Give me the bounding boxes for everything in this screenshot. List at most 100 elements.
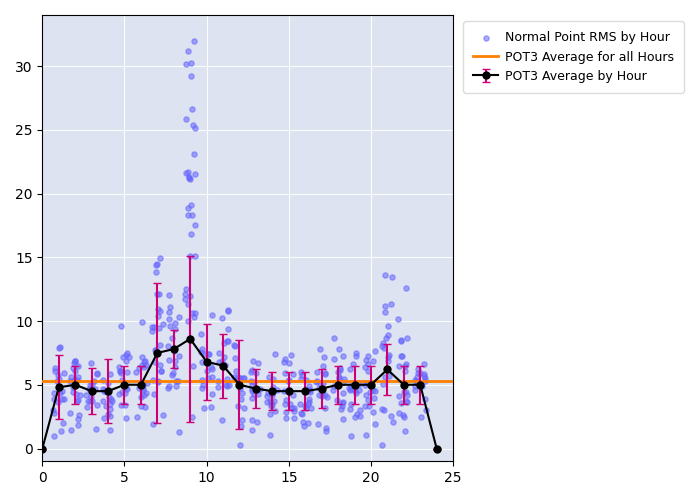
Normal Point RMS by Hour <box>70 357 81 365</box>
Normal Point RMS by Hour <box>352 410 363 418</box>
Normal Point RMS by Hour <box>164 356 175 364</box>
Normal Point RMS by Hour <box>419 360 430 368</box>
Normal Point RMS by Hour <box>337 400 348 407</box>
Normal Point RMS by Hour <box>120 400 131 408</box>
Normal Point RMS by Hour <box>281 396 292 404</box>
Normal Point RMS by Hour <box>363 352 374 360</box>
Normal Point RMS by Hour <box>247 357 258 365</box>
Normal Point RMS by Hour <box>91 370 102 378</box>
Normal Point RMS by Hour <box>354 380 365 388</box>
Normal Point RMS by Hour <box>187 413 198 421</box>
Normal Point RMS by Hour <box>170 318 181 326</box>
Normal Point RMS by Hour <box>412 365 423 373</box>
Normal Point RMS by Hour <box>233 373 244 381</box>
Normal Point RMS by Hour <box>328 355 339 363</box>
Normal Point RMS by Hour <box>319 391 330 399</box>
Normal Point RMS by Hour <box>266 392 277 400</box>
Normal Point RMS by Hour <box>304 394 315 402</box>
Normal Point RMS by Hour <box>384 372 395 380</box>
Normal Point RMS by Hour <box>281 408 292 416</box>
Normal Point RMS by Hour <box>97 397 108 405</box>
Normal Point RMS by Hour <box>58 370 69 378</box>
Normal Point RMS by Hour <box>398 413 409 421</box>
Normal Point RMS by Hour <box>284 359 295 367</box>
Normal Point RMS by Hour <box>185 292 196 300</box>
Normal Point RMS by Hour <box>113 390 125 398</box>
Normal Point RMS by Hour <box>386 273 398 281</box>
Normal Point RMS by Hour <box>248 378 260 386</box>
Normal Point RMS by Hour <box>302 386 314 394</box>
Normal Point RMS by Hour <box>317 389 328 397</box>
Normal Point RMS by Hour <box>378 406 389 414</box>
Normal Point RMS by Hour <box>295 409 307 417</box>
Normal Point RMS by Hour <box>202 358 213 366</box>
Normal Point RMS by Hour <box>104 412 116 420</box>
Normal Point RMS by Hour <box>393 315 404 323</box>
Normal Point RMS by Hour <box>133 364 144 372</box>
Normal Point RMS by Hour <box>82 402 93 410</box>
Normal Point RMS by Hour <box>312 368 323 376</box>
Normal Point RMS by Hour <box>92 400 103 408</box>
Normal Point RMS by Hour <box>311 378 322 386</box>
Normal Point RMS by Hour <box>73 362 84 370</box>
Normal Point RMS by Hour <box>189 309 200 317</box>
Normal Point RMS by Hour <box>105 394 116 402</box>
Normal Point RMS by Hour <box>121 384 132 392</box>
Normal Point RMS by Hour <box>370 348 381 356</box>
Normal Point RMS by Hour <box>410 376 421 384</box>
Normal Point RMS by Hour <box>284 400 295 407</box>
Normal Point RMS by Hour <box>335 366 346 374</box>
Normal Point RMS by Hour <box>246 416 258 424</box>
Normal Point RMS by Hour <box>314 380 326 388</box>
Normal Point RMS by Hour <box>236 416 247 424</box>
Normal Point RMS by Hour <box>48 432 60 440</box>
Normal Point RMS by Hour <box>57 387 68 395</box>
Normal Point RMS by Hour <box>364 388 375 396</box>
Normal Point RMS by Hour <box>396 352 407 360</box>
Normal Point RMS by Hour <box>313 384 324 392</box>
Normal Point RMS by Hour <box>370 420 381 428</box>
Normal Point RMS by Hour <box>221 375 232 383</box>
Normal Point RMS by Hour <box>321 427 332 435</box>
Normal Point RMS by Hour <box>114 366 125 374</box>
Normal Point RMS by Hour <box>148 376 159 384</box>
Normal Point RMS by Hour <box>266 389 277 397</box>
Normal Point RMS by Hour <box>146 327 158 335</box>
Normal Point RMS by Hour <box>354 386 365 394</box>
Normal Point RMS by Hour <box>174 428 185 436</box>
Normal Point RMS by Hour <box>395 399 407 407</box>
Normal Point RMS by Hour <box>300 402 311 409</box>
Normal Point RMS by Hour <box>204 350 215 358</box>
Normal Point RMS by Hour <box>414 369 426 377</box>
Normal Point RMS by Hour <box>114 366 125 374</box>
Normal Point RMS by Hour <box>235 422 246 430</box>
Normal Point RMS by Hour <box>83 386 94 394</box>
Normal Point RMS by Hour <box>138 386 149 394</box>
Normal Point RMS by Hour <box>401 391 412 399</box>
Normal Point RMS by Hour <box>146 322 158 330</box>
Normal Point RMS by Hour <box>212 383 223 391</box>
Normal Point RMS by Hour <box>360 402 371 410</box>
Normal Point RMS by Hour <box>139 357 150 365</box>
Normal Point RMS by Hour <box>393 409 404 417</box>
Normal Point RMS by Hour <box>316 392 328 400</box>
Normal Point RMS by Hour <box>230 367 241 375</box>
Normal Point RMS by Hour <box>214 349 225 357</box>
Normal Point RMS by Hour <box>122 386 133 394</box>
Normal Point RMS by Hour <box>86 380 97 388</box>
Normal Point RMS by Hour <box>288 407 300 415</box>
Normal Point RMS by Hour <box>106 397 118 405</box>
Normal Point RMS by Hour <box>181 60 192 68</box>
Normal Point RMS by Hour <box>183 168 194 176</box>
Normal Point RMS by Hour <box>400 284 412 292</box>
Normal Point RMS by Hour <box>318 379 329 387</box>
Normal Point RMS by Hour <box>54 390 65 398</box>
Normal Point RMS by Hour <box>270 407 281 415</box>
Normal Point RMS by Hour <box>265 398 276 406</box>
Normal Point RMS by Hour <box>279 358 290 366</box>
Normal Point RMS by Hour <box>247 384 258 392</box>
Normal Point RMS by Hour <box>196 358 207 366</box>
Normal Point RMS by Hour <box>116 376 127 384</box>
Normal Point RMS by Hour <box>136 318 148 326</box>
Normal Point RMS by Hour <box>186 105 197 113</box>
